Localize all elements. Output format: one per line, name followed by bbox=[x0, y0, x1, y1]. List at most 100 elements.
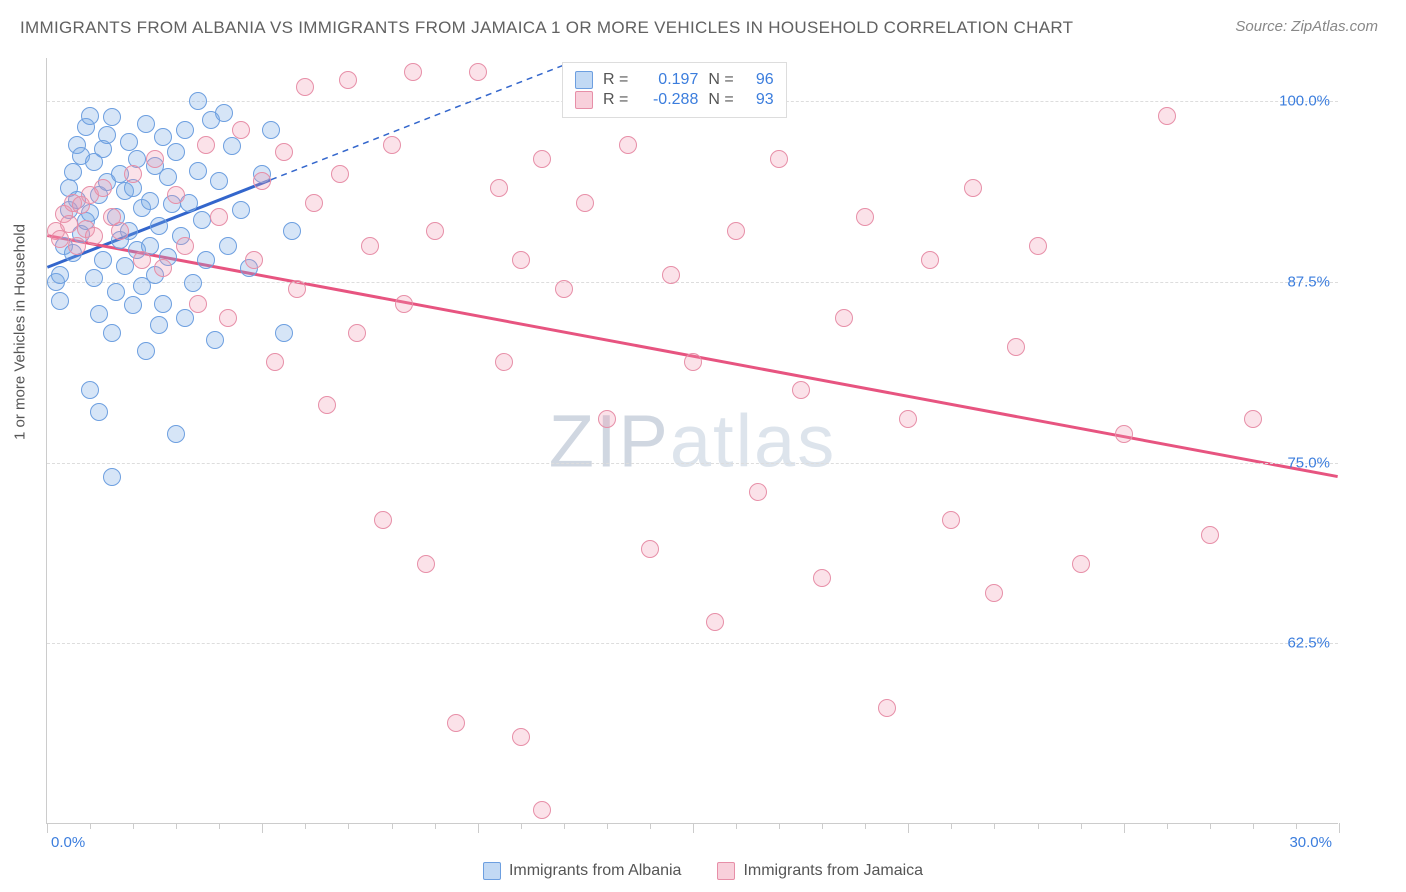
scatter-point-jamaica bbox=[318, 396, 336, 414]
scatter-point-jamaica bbox=[533, 150, 551, 168]
legend-label-albania: Immigrants from Albania bbox=[509, 862, 682, 880]
x-minor-tick bbox=[736, 823, 737, 829]
gridline-h bbox=[47, 463, 1338, 464]
scatter-point-jamaica bbox=[146, 150, 164, 168]
scatter-point-jamaica bbox=[576, 194, 594, 212]
x-minor-tick bbox=[348, 823, 349, 829]
scatter-point-albania bbox=[167, 143, 185, 161]
swatch-jamaica-icon bbox=[717, 862, 735, 880]
scatter-point-albania bbox=[154, 128, 172, 146]
swatch-jamaica bbox=[575, 91, 593, 109]
x-minor-tick bbox=[1296, 823, 1297, 829]
scatter-point-jamaica bbox=[404, 63, 422, 81]
scatter-point-jamaica bbox=[361, 237, 379, 255]
scatter-point-albania bbox=[103, 468, 121, 486]
scatter-point-jamaica bbox=[964, 179, 982, 197]
scatter-point-jamaica bbox=[512, 251, 530, 269]
scatter-point-albania bbox=[167, 425, 185, 443]
gridline-h bbox=[47, 643, 1338, 644]
scatter-point-jamaica bbox=[426, 222, 444, 240]
x-minor-tick bbox=[1253, 823, 1254, 829]
scatter-point-jamaica bbox=[1029, 237, 1047, 255]
scatter-point-jamaica bbox=[94, 179, 112, 197]
legend-label-jamaica: Immigrants from Jamaica bbox=[743, 862, 923, 880]
scatter-point-jamaica bbox=[921, 251, 939, 269]
scatter-point-jamaica bbox=[727, 222, 745, 240]
scatter-point-jamaica bbox=[383, 136, 401, 154]
source-value: ZipAtlas.com bbox=[1291, 18, 1378, 35]
scatter-point-albania bbox=[159, 168, 177, 186]
scatter-point-albania bbox=[176, 309, 194, 327]
x-minor-tick bbox=[305, 823, 306, 829]
x-minor-tick bbox=[865, 823, 866, 829]
chart-container: IMMIGRANTS FROM ALBANIA VS IMMIGRANTS FR… bbox=[0, 0, 1406, 892]
x-minor-tick bbox=[1081, 823, 1082, 829]
correlation-legend: R = 0.197 N = 96 R = -0.288 N = 93 bbox=[562, 62, 787, 118]
bottom-legend: Immigrants from Albania Immigrants from … bbox=[0, 862, 1406, 880]
scatter-point-jamaica bbox=[124, 165, 142, 183]
r-value-jamaica: -0.288 bbox=[638, 91, 698, 109]
scatter-point-jamaica bbox=[133, 251, 151, 269]
scatter-point-jamaica bbox=[60, 215, 78, 233]
scatter-point-jamaica bbox=[641, 540, 659, 558]
scatter-point-albania bbox=[98, 126, 116, 144]
scatter-point-jamaica bbox=[495, 353, 513, 371]
legend-item-jamaica: Immigrants from Jamaica bbox=[717, 862, 923, 880]
scatter-point-albania bbox=[124, 296, 142, 314]
scatter-point-jamaica bbox=[985, 584, 1003, 602]
n-label: N = bbox=[708, 71, 733, 89]
legend-row-jamaica: R = -0.288 N = 93 bbox=[575, 91, 774, 109]
r-label: R = bbox=[603, 91, 628, 109]
scatter-point-jamaica bbox=[245, 251, 263, 269]
x-major-tick bbox=[1339, 823, 1340, 833]
x-minor-tick bbox=[176, 823, 177, 829]
x-minor-tick bbox=[219, 823, 220, 829]
scatter-point-jamaica bbox=[210, 208, 228, 226]
scatter-point-albania bbox=[51, 292, 69, 310]
x-major-tick bbox=[47, 823, 48, 833]
scatter-point-jamaica bbox=[176, 237, 194, 255]
scatter-point-jamaica bbox=[339, 71, 357, 89]
x-major-tick bbox=[1124, 823, 1125, 833]
y-tick-label: 87.5% bbox=[1287, 274, 1330, 291]
n-value-albania: 96 bbox=[744, 71, 774, 89]
scatter-point-jamaica bbox=[1072, 555, 1090, 573]
scatter-point-albania bbox=[94, 251, 112, 269]
scatter-point-jamaica bbox=[219, 309, 237, 327]
scatter-point-albania bbox=[85, 269, 103, 287]
x-minor-tick bbox=[951, 823, 952, 829]
y-axis-title: 1 or more Vehicles in Household bbox=[12, 224, 29, 440]
chart-title: IMMIGRANTS FROM ALBANIA VS IMMIGRANTS FR… bbox=[20, 18, 1073, 38]
x-minor-tick bbox=[607, 823, 608, 829]
scatter-point-albania bbox=[81, 107, 99, 125]
watermark-part2: atlas bbox=[670, 399, 836, 482]
scatter-point-jamaica bbox=[232, 121, 250, 139]
scatter-point-jamaica bbox=[878, 699, 896, 717]
swatch-albania-icon bbox=[483, 862, 501, 880]
scatter-point-albania bbox=[189, 162, 207, 180]
gridline-h bbox=[47, 282, 1338, 283]
x-minor-tick bbox=[779, 823, 780, 829]
scatter-point-albania bbox=[137, 342, 155, 360]
scatter-point-jamaica bbox=[1158, 107, 1176, 125]
scatter-point-jamaica bbox=[835, 309, 853, 327]
scatter-point-albania bbox=[107, 283, 125, 301]
scatter-point-jamaica bbox=[792, 381, 810, 399]
scatter-point-jamaica bbox=[684, 353, 702, 371]
scatter-point-jamaica bbox=[447, 714, 465, 732]
scatter-point-albania bbox=[120, 133, 138, 151]
scatter-point-jamaica bbox=[533, 801, 551, 819]
scatter-point-jamaica bbox=[154, 259, 172, 277]
scatter-point-jamaica bbox=[167, 186, 185, 204]
n-value-jamaica: 93 bbox=[744, 91, 774, 109]
scatter-point-albania bbox=[223, 137, 241, 155]
swatch-albania bbox=[575, 71, 593, 89]
y-tick-label: 62.5% bbox=[1287, 635, 1330, 652]
scatter-point-jamaica bbox=[706, 613, 724, 631]
scatter-point-albania bbox=[210, 172, 228, 190]
scatter-point-albania bbox=[81, 381, 99, 399]
scatter-point-jamaica bbox=[288, 280, 306, 298]
watermark: ZIPatlas bbox=[549, 398, 836, 483]
scatter-point-jamaica bbox=[275, 143, 293, 161]
scatter-point-albania bbox=[283, 222, 301, 240]
